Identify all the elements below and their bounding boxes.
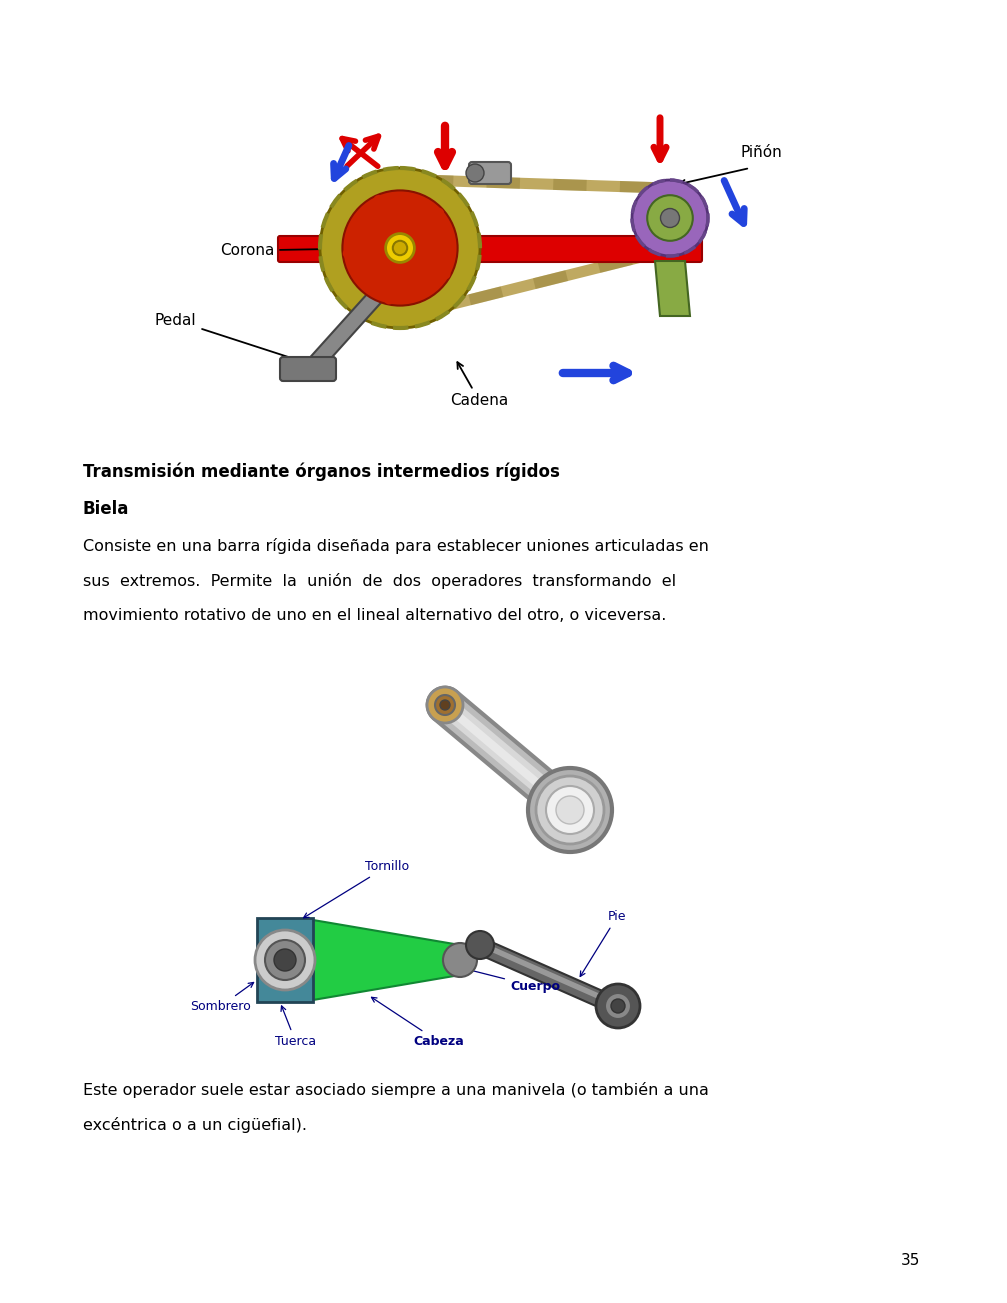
- Circle shape: [342, 190, 457, 306]
- FancyBboxPatch shape: [280, 357, 336, 380]
- Text: Tornillo: Tornillo: [303, 860, 409, 917]
- Circle shape: [320, 168, 480, 328]
- Circle shape: [255, 930, 315, 990]
- Polygon shape: [478, 939, 623, 1010]
- Text: Cadena: Cadena: [450, 362, 509, 408]
- FancyBboxPatch shape: [278, 236, 702, 262]
- FancyBboxPatch shape: [257, 919, 313, 1002]
- Circle shape: [466, 932, 494, 959]
- Text: Este operador suele estar asociado siempre a una manivela (o también a una: Este operador suele estar asociado siemp…: [83, 1081, 709, 1098]
- Circle shape: [556, 796, 584, 823]
- Text: Sombrero: Sombrero: [190, 982, 254, 1012]
- Circle shape: [661, 208, 680, 228]
- Text: Cabeza: Cabeza: [372, 997, 464, 1048]
- Polygon shape: [305, 263, 405, 377]
- Text: Consiste en una barra rígida diseñada para establecer uniones articuladas en: Consiste en una barra rígida diseñada pa…: [83, 538, 709, 554]
- FancyBboxPatch shape: [469, 162, 511, 184]
- Text: Piñón: Piñón: [740, 145, 781, 160]
- Circle shape: [528, 767, 612, 852]
- Polygon shape: [655, 261, 690, 317]
- Text: Biela: Biela: [83, 500, 129, 519]
- Text: Tuerca: Tuerca: [275, 1006, 316, 1048]
- Text: Transmisión mediante órganos intermedios rígidos: Transmisión mediante órganos intermedios…: [83, 463, 560, 481]
- Circle shape: [393, 241, 407, 255]
- Circle shape: [466, 164, 484, 182]
- Polygon shape: [478, 936, 623, 1018]
- Circle shape: [632, 180, 708, 255]
- Text: 35: 35: [900, 1253, 920, 1268]
- Text: excéntrica o a un cigüefial).: excéntrica o a un cigüefial).: [83, 1117, 306, 1134]
- Text: movimiento rotativo de uno en el lineal alternativo del otro, o viceversa.: movimiento rotativo de uno en el lineal …: [83, 609, 666, 623]
- Text: sus  extremos.  Permite  la  unión  de  dos  operadores  transformando  el: sus extremos. Permite la unión de dos op…: [83, 573, 676, 589]
- Circle shape: [536, 777, 604, 844]
- Circle shape: [427, 687, 463, 723]
- Text: Cuerpo: Cuerpo: [454, 964, 560, 993]
- Circle shape: [265, 939, 305, 980]
- Polygon shape: [313, 920, 460, 999]
- Text: Pedal: Pedal: [155, 313, 308, 365]
- Circle shape: [443, 943, 477, 977]
- Circle shape: [611, 999, 625, 1012]
- Text: Corona: Corona: [220, 242, 381, 258]
- Circle shape: [274, 949, 296, 971]
- Circle shape: [386, 233, 415, 262]
- Circle shape: [546, 786, 594, 834]
- Circle shape: [440, 700, 450, 710]
- Circle shape: [605, 993, 631, 1019]
- Circle shape: [596, 984, 640, 1028]
- Circle shape: [435, 694, 455, 715]
- Text: Pie: Pie: [580, 909, 626, 976]
- Circle shape: [648, 195, 693, 241]
